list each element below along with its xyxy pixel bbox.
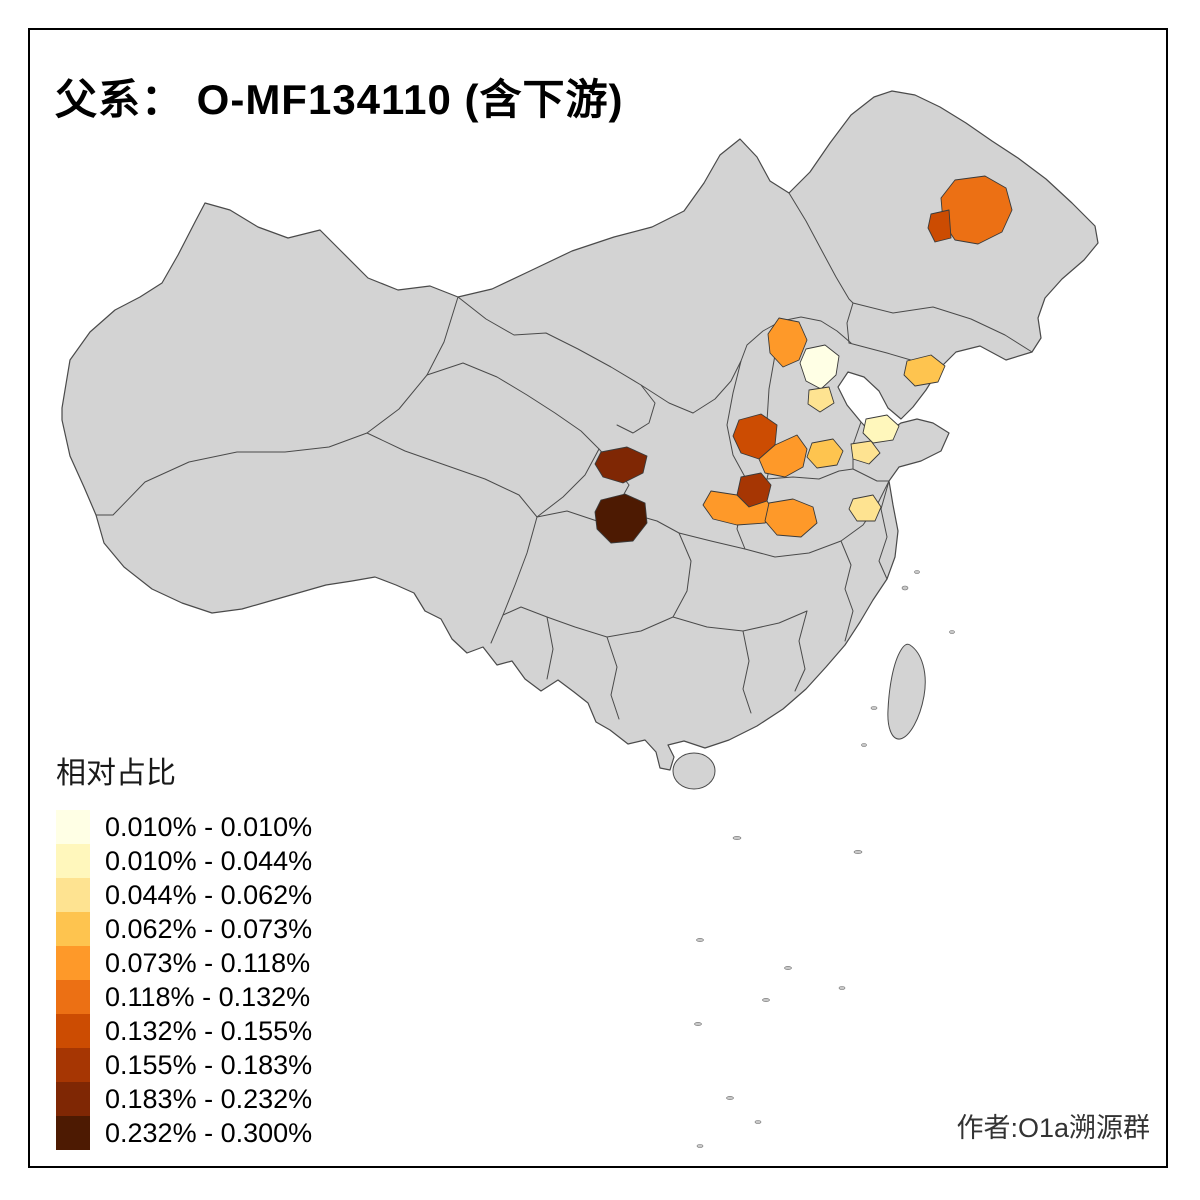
region-henan-south-orange	[764, 498, 818, 538]
region-shandong-nw-pale	[862, 414, 900, 444]
legend-label: 0.010% - 0.044%	[105, 845, 313, 876]
province-borders	[95, 192, 1033, 720]
region-shanxi-south-orange	[758, 434, 808, 478]
legend-label: 0.232% - 0.300%	[105, 1117, 313, 1148]
taiwan-island	[887, 643, 926, 740]
legend-title: 相对占比	[56, 757, 176, 790]
legend-label: 0.183% - 0.232%	[105, 1083, 313, 1114]
islands	[672, 643, 926, 790]
legend-swatch	[56, 1116, 90, 1150]
legend-item: 0.010% - 0.010%	[56, 810, 312, 844]
legend-swatch	[56, 844, 90, 878]
region-shandong-w-pale	[850, 440, 881, 465]
page-title: 父系： O-MF134110 (含下游)	[55, 76, 624, 123]
region-heilongjiang-a	[940, 175, 1013, 245]
legend-label: 0.010% - 0.010%	[105, 811, 313, 842]
legend-swatch	[56, 810, 90, 844]
legend-item: 0.132% - 0.155%	[56, 1014, 312, 1048]
legend-item: 0.010% - 0.044%	[56, 844, 312, 878]
legend-item: 0.155% - 0.183%	[56, 1048, 312, 1082]
legend-swatch	[56, 1082, 90, 1116]
legend-item: 0.232% - 0.300%	[56, 1116, 312, 1150]
legend-label: 0.062% - 0.073%	[105, 913, 313, 944]
legend-item: 0.183% - 0.232%	[56, 1082, 312, 1116]
legend-label: 0.155% - 0.183%	[105, 1049, 313, 1080]
legend-label: 0.132% - 0.155%	[105, 1015, 313, 1046]
region-heilongjiang-b	[927, 209, 952, 243]
region-jiangsu-north-pale	[848, 494, 882, 522]
legend-swatch	[56, 1048, 90, 1082]
region-sichuan-north-darkest	[594, 493, 648, 544]
legend-swatch	[56, 1014, 90, 1048]
legend-swatch	[56, 878, 90, 912]
region-gansu-south-darkbrown	[594, 446, 648, 484]
legend-swatch	[56, 946, 90, 980]
region-tianjin-pale	[807, 386, 835, 413]
legend-label: 0.073% - 0.118%	[105, 947, 311, 978]
legend-item: 0.118% - 0.132%	[56, 980, 312, 1014]
attribution: 作者:O1a溯源群	[956, 1113, 1150, 1143]
legend-label: 0.118% - 0.132%	[105, 981, 311, 1012]
south-china-sea-islands	[694, 570, 955, 1148]
hainan-island	[672, 752, 716, 790]
legend-label: 0.044% - 0.062%	[105, 879, 313, 910]
region-beijing-pale	[799, 344, 840, 390]
region-hebei-north	[767, 317, 808, 368]
legend-swatch	[56, 980, 90, 1014]
legend-item: 0.044% - 0.062%	[56, 878, 312, 912]
region-shandong-peninsula	[903, 354, 946, 387]
region-henan-north-orange	[806, 438, 844, 469]
legend-item: 0.073% - 0.118%	[56, 946, 312, 980]
legend: 相对占比 0.010% - 0.010% 0.010% - 0.044% 0.0…	[56, 748, 312, 1150]
legend-swatch	[56, 912, 90, 946]
legend-item: 0.062% - 0.073%	[56, 912, 312, 946]
highlighted-prefectures	[594, 175, 1013, 544]
